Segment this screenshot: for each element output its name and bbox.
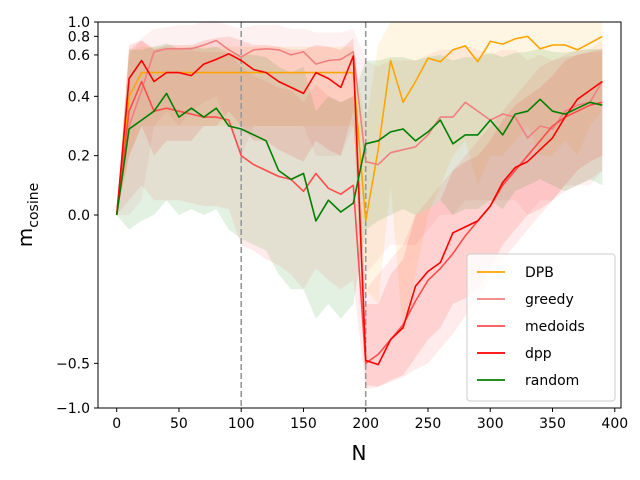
band-DPB bbox=[116, 22, 603, 334]
legend-label-dpp: dpp bbox=[525, 346, 552, 362]
x-tick-label: 250 bbox=[415, 416, 442, 432]
legend-label-DPB: DPB bbox=[525, 265, 554, 281]
line-medoids bbox=[115, 80, 603, 365]
y-tick-label: −1.0 bbox=[56, 401, 90, 417]
legend: DPB greedy medoids dpp random bbox=[466, 253, 616, 402]
x-tick-label: 400 bbox=[601, 416, 628, 432]
x-tick-label: 0 bbox=[112, 416, 121, 432]
y-tick-label: 0.0 bbox=[68, 208, 90, 224]
x-tick-label: 100 bbox=[228, 416, 255, 432]
legend-label-medoids: medoids bbox=[525, 319, 585, 335]
line-greedy bbox=[115, 39, 603, 216]
x-tick-label: 150 bbox=[290, 416, 317, 432]
legend-box bbox=[466, 253, 616, 402]
series-lines bbox=[115, 35, 603, 366]
y-axis-ticks: −1.0 −0.5 0.0 0.2 0.4 0.6 0.81.0 bbox=[56, 15, 98, 417]
y-tick-label: 0.8 bbox=[68, 29, 90, 45]
x-tick-label: 50 bbox=[170, 416, 188, 432]
line-dpp bbox=[115, 52, 603, 366]
y-tick-label: −0.5 bbox=[56, 356, 90, 372]
y-tick-label: 1.0 bbox=[68, 15, 90, 31]
y-tick-label: 0.6 bbox=[68, 48, 90, 64]
y-axis-label-sub: cosine bbox=[26, 183, 42, 228]
y-tick-label: 0.4 bbox=[68, 89, 90, 105]
x-tick-label: 200 bbox=[352, 416, 379, 432]
y-tick-label: 0.2 bbox=[68, 149, 90, 165]
legend-label-random: random bbox=[525, 373, 579, 389]
line-random bbox=[115, 92, 603, 222]
line-DPB bbox=[115, 35, 603, 222]
x-axis-ticks: 0 50 100 150 200 250 300 350 400 bbox=[112, 408, 628, 432]
band-random bbox=[116, 43, 603, 319]
x-tick-label: 300 bbox=[477, 416, 504, 432]
y-axis-label-main: m bbox=[13, 228, 37, 247]
x-axis-label: N bbox=[352, 441, 367, 465]
x-tick-label: 350 bbox=[539, 416, 566, 432]
y-axis-label: mcosine bbox=[13, 183, 42, 247]
legend-label-greedy: greedy bbox=[525, 292, 574, 308]
